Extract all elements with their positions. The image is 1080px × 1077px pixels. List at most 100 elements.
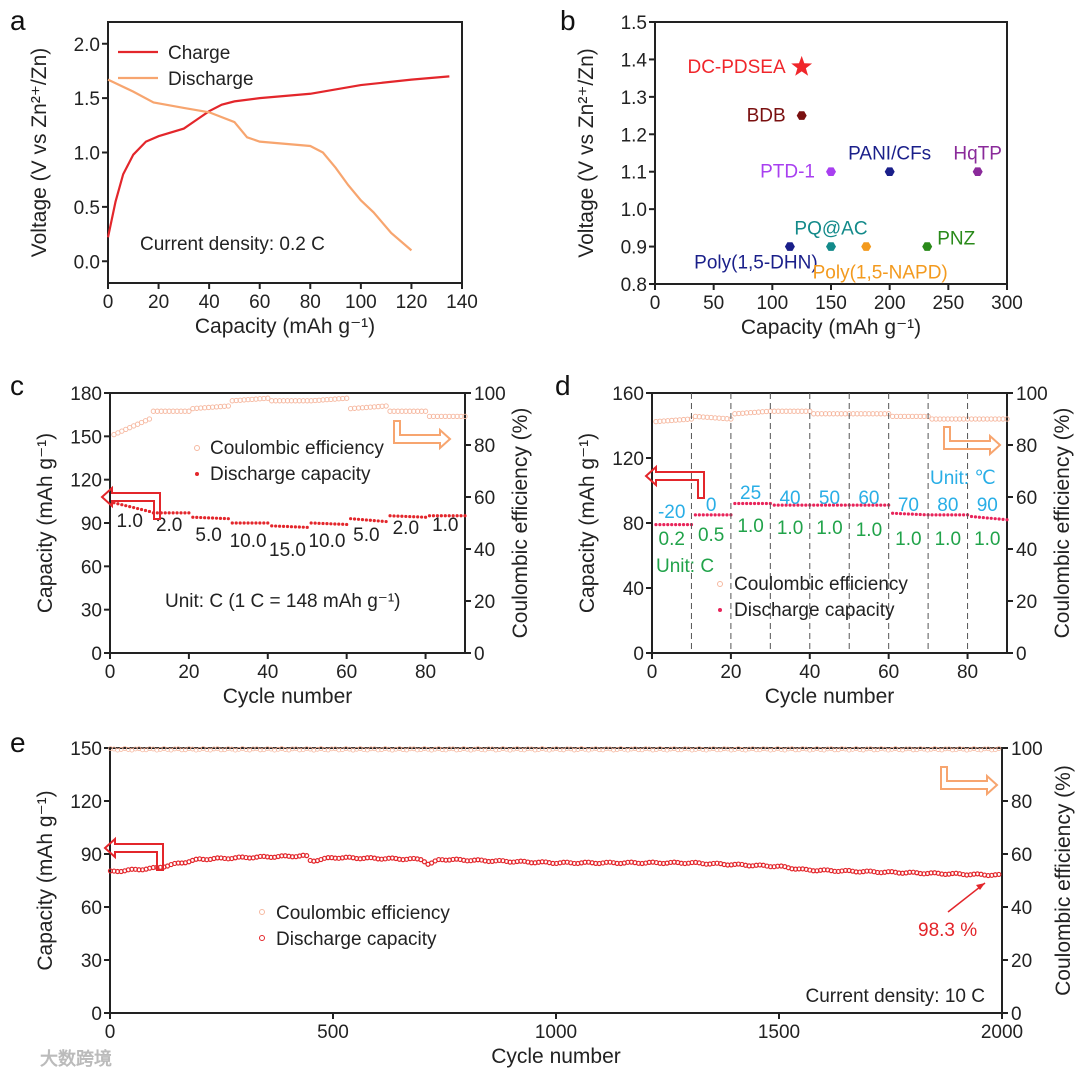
capacity-point <box>851 503 855 507</box>
y2-tick-label: 80 <box>1011 792 1032 813</box>
watermark: 大数跨境 <box>40 1048 112 1069</box>
ce-point <box>988 416 994 422</box>
ce-point <box>442 413 448 420</box>
capacity-point <box>313 521 317 525</box>
ce-point <box>917 413 923 420</box>
ce-point <box>400 747 406 753</box>
x-tick-label: 120 <box>396 292 428 313</box>
ce-point <box>411 408 417 414</box>
x-tick-label: 80 <box>415 662 436 683</box>
y-tick-label: 0.5 <box>74 198 100 219</box>
capacity-point <box>705 513 709 517</box>
x-tick-label: 250 <box>932 293 964 314</box>
capacity-point <box>349 517 353 521</box>
ce-point <box>454 413 460 420</box>
legend-marker-capacity <box>259 935 265 941</box>
ce-point <box>166 408 172 414</box>
ce-point <box>450 413 456 420</box>
capacity-point <box>183 511 187 515</box>
ce-point <box>280 398 287 404</box>
ce-point <box>479 747 484 753</box>
temperature-label: 70 <box>898 495 919 516</box>
ce-point <box>893 413 900 420</box>
ce-point <box>407 408 413 414</box>
temperature-label: 40 <box>779 488 800 509</box>
capacity-point <box>981 515 985 520</box>
capacity-point <box>254 521 258 525</box>
ce-point <box>675 747 681 753</box>
ce-point <box>172 746 178 752</box>
ce-point <box>753 747 759 753</box>
ce-point <box>403 408 409 414</box>
ce-point <box>273 398 279 404</box>
capacity-point <box>234 521 238 525</box>
legend-label: Charge <box>168 43 230 64</box>
annotation: Current density: 10 C <box>805 986 985 1007</box>
ce-point <box>957 416 963 422</box>
capacity-point <box>459 514 463 518</box>
capacity-point <box>175 511 179 515</box>
capacity-point <box>317 521 321 525</box>
capacity-point <box>717 513 721 517</box>
capacity-point <box>463 514 467 518</box>
capacity-point <box>839 503 843 507</box>
ce-point <box>815 411 821 417</box>
ce-point <box>418 408 425 414</box>
capacity-point <box>274 524 278 528</box>
x-axis-title: Cycle number <box>765 685 895 708</box>
capacity-point <box>428 860 435 866</box>
capacity-point <box>124 504 128 508</box>
y-axis-title: Capacity (mAh g⁻¹) <box>34 433 57 613</box>
capacity-point <box>875 503 879 507</box>
capacity-point <box>820 503 824 507</box>
capacity-point <box>451 514 455 518</box>
ce-point <box>438 413 444 420</box>
panel-letter: a <box>10 5 26 36</box>
x-tick-label: 40 <box>257 662 278 683</box>
legend-label: Discharge <box>168 69 254 90</box>
capacity-point <box>147 509 152 514</box>
x-tick-label: 60 <box>249 292 270 313</box>
ce-point <box>866 411 872 417</box>
ce-point <box>269 398 275 404</box>
x-axis-title: Cycle number <box>223 685 353 708</box>
ce-point <box>643 746 649 752</box>
ce-point <box>882 411 888 417</box>
capacity-point <box>226 517 230 521</box>
ce-point <box>430 413 437 420</box>
capacity-point <box>427 514 432 518</box>
ce-point <box>793 747 798 753</box>
capacity-point <box>372 518 376 523</box>
x-tick-label: 0 <box>650 293 661 314</box>
temperature-label: 90 <box>977 495 998 516</box>
annotation: Unit: C (1 C = 148 mAh g⁻¹) <box>165 591 400 612</box>
rate-label: 1.0 <box>777 518 803 539</box>
capacity-point <box>246 521 250 525</box>
ce-point <box>150 408 157 414</box>
ce-point <box>304 398 310 404</box>
ce-point <box>265 395 271 401</box>
x-tick-label: 0 <box>105 662 116 683</box>
rate-label: 15.0 <box>269 540 306 561</box>
data-point <box>972 167 983 176</box>
ce-point <box>760 746 766 752</box>
ce-point <box>682 746 688 752</box>
ce-point <box>439 747 445 753</box>
rate-label: 1.0 <box>737 516 763 537</box>
capacity-point <box>827 503 832 507</box>
data-point-label: PANI/CFs <box>848 144 931 165</box>
ce-point <box>968 416 975 422</box>
ce-point <box>297 747 302 753</box>
retention-label: 98.3 % <box>918 920 977 941</box>
ce-point <box>992 416 998 422</box>
rate-label: 1.0 <box>935 529 961 550</box>
left-axis-arrow <box>103 836 164 871</box>
capacity-point <box>455 514 459 518</box>
capacity-point <box>898 512 903 516</box>
series-line-charge <box>106 75 450 238</box>
y2-tick-label: 100 <box>474 384 506 405</box>
temperature-label: 50 <box>819 488 840 509</box>
ce-point <box>414 747 420 753</box>
y-tick-label: 60 <box>81 557 102 578</box>
